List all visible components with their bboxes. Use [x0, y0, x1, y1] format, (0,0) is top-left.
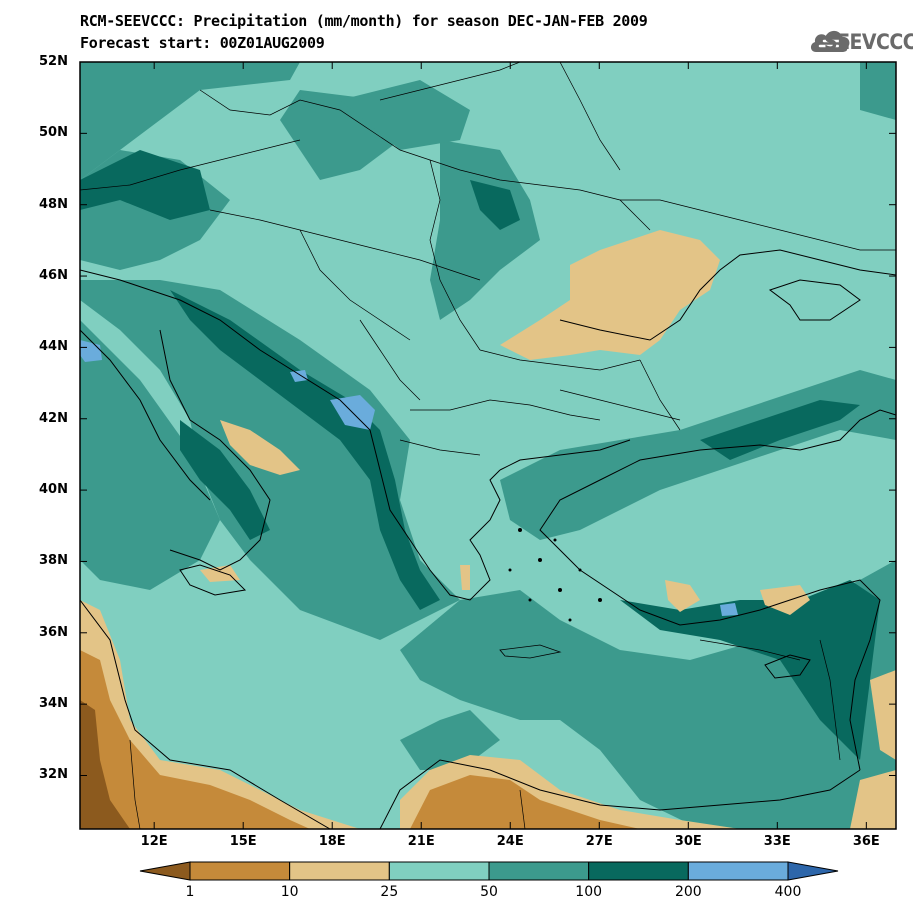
colorbar-segment [588, 861, 689, 881]
colorbar-level-label: 1 [185, 884, 195, 900]
colorbar-level-label: 400 [774, 884, 802, 900]
lat-tick-label: 48N [39, 196, 68, 212]
colorbar-segment [189, 861, 291, 881]
lon-tick-label: 21E [407, 834, 435, 849]
colorbar-level-label: 200 [674, 884, 702, 900]
colorbar-segment [388, 861, 490, 881]
aegean-islands [499, 528, 602, 659]
country-borders [80, 62, 896, 829]
lat-tick-label: 40N [39, 482, 68, 498]
colorbar-segment [787, 861, 839, 881]
field-100-200 [80, 150, 880, 760]
lon-tick-label: 24E [496, 834, 524, 849]
map-frame [79, 61, 897, 830]
coastlines [80, 249, 896, 829]
lat-tick-label: 44N [39, 339, 68, 355]
colorbar-segment [139, 861, 191, 881]
field-below-1 [80, 700, 130, 829]
lon-tick-label: 30E [674, 834, 702, 849]
lon-tick-label: 27E [585, 834, 613, 849]
chart-title: RCM-SEEVCCC: Precipitation (mm/month) fo… [80, 12, 648, 30]
field-1-10 [80, 650, 640, 829]
colorbar-level-label: 25 [380, 884, 399, 900]
colorbar-segment [289, 861, 390, 881]
lat-tick-label: 52N [39, 54, 68, 69]
lat-tick-label: 36N [39, 624, 68, 640]
lat-tick-label: 42N [39, 410, 68, 426]
colorbar-segment [488, 861, 590, 881]
map-field [80, 62, 896, 829]
lon-tick-label: 18E [318, 834, 346, 849]
lon-tick-label: 15E [229, 834, 257, 849]
lon-tick-label: 33E [763, 834, 791, 849]
chart-subtitle: Forecast start: 00Z01AUG2009 [80, 34, 325, 52]
lat-tick-label: 50N [39, 125, 68, 141]
lat-tick-label: 46N [39, 268, 68, 284]
lat-tick-label: 34N [39, 696, 68, 712]
lat-tick-label: 38N [39, 553, 68, 569]
colorbar-level-label: 50 [480, 884, 498, 900]
lon-tick-label: 36E [852, 834, 880, 849]
lon-tick-label: 12E [140, 834, 168, 849]
colorbar-segment [687, 861, 789, 881]
colorbar-level-label: 100 [575, 884, 603, 900]
logo-text: SEEVCCC [824, 30, 913, 54]
colorbar-level-label: 10 [280, 884, 299, 900]
axis-ticks [80, 61, 896, 829]
logo-cloud-icon [810, 30, 850, 52]
lat-tick-label: 32N [39, 767, 68, 783]
